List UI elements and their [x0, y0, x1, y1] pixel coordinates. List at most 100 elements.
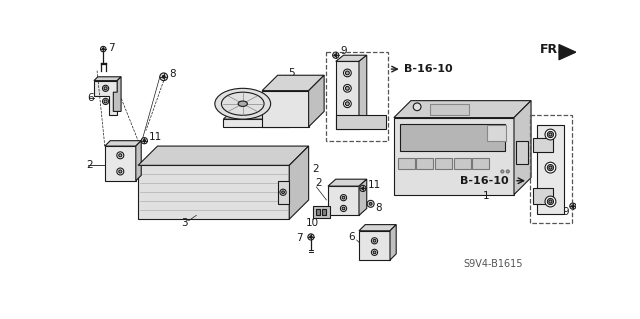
Circle shape — [547, 165, 554, 171]
Text: 5: 5 — [288, 68, 294, 78]
Bar — [400, 124, 505, 151]
Circle shape — [506, 170, 509, 173]
Text: 2: 2 — [86, 160, 93, 170]
Circle shape — [117, 168, 124, 175]
Circle shape — [160, 73, 168, 81]
Circle shape — [362, 187, 364, 189]
Text: 11: 11 — [367, 180, 381, 189]
Polygon shape — [537, 124, 564, 214]
Polygon shape — [390, 225, 396, 260]
Circle shape — [280, 189, 286, 195]
Polygon shape — [359, 179, 367, 215]
Bar — [435, 158, 452, 169]
Bar — [430, 104, 469, 115]
Text: 10: 10 — [305, 218, 319, 228]
Text: 9: 9 — [563, 207, 569, 217]
Circle shape — [373, 251, 376, 254]
Ellipse shape — [215, 88, 271, 119]
Text: FR.: FR. — [540, 43, 563, 56]
Circle shape — [371, 238, 378, 244]
Text: 4: 4 — [252, 93, 259, 103]
Polygon shape — [533, 189, 553, 204]
Polygon shape — [514, 101, 531, 195]
Polygon shape — [223, 119, 289, 127]
Polygon shape — [94, 77, 121, 81]
Circle shape — [117, 152, 124, 159]
Polygon shape — [308, 75, 324, 127]
Polygon shape — [105, 141, 141, 146]
Text: B-16-10: B-16-10 — [460, 176, 508, 186]
Circle shape — [369, 203, 372, 205]
Circle shape — [549, 133, 552, 136]
Circle shape — [346, 86, 349, 90]
Circle shape — [310, 236, 312, 238]
Bar — [326, 52, 388, 141]
Text: 6: 6 — [349, 232, 355, 242]
Circle shape — [360, 185, 366, 191]
Circle shape — [344, 100, 351, 108]
Circle shape — [549, 200, 552, 203]
Text: 7: 7 — [296, 234, 303, 243]
Bar — [397, 158, 415, 169]
Circle shape — [335, 54, 337, 56]
Text: 2: 2 — [315, 178, 321, 188]
Circle shape — [346, 102, 349, 106]
Circle shape — [100, 46, 106, 52]
Polygon shape — [113, 77, 121, 111]
Circle shape — [367, 200, 374, 207]
Circle shape — [104, 100, 107, 103]
Polygon shape — [328, 186, 359, 215]
Circle shape — [342, 207, 345, 210]
Polygon shape — [336, 55, 367, 61]
Circle shape — [143, 139, 145, 142]
Circle shape — [346, 71, 349, 75]
Text: 2: 2 — [312, 164, 319, 174]
Polygon shape — [223, 101, 308, 119]
Text: B-16-10: B-16-10 — [404, 64, 452, 74]
Circle shape — [501, 170, 504, 173]
Circle shape — [549, 166, 552, 169]
Bar — [316, 209, 320, 215]
Circle shape — [373, 239, 376, 242]
Text: 1: 1 — [483, 191, 490, 201]
Circle shape — [570, 203, 576, 209]
Circle shape — [413, 103, 421, 111]
Circle shape — [333, 52, 339, 58]
Circle shape — [141, 137, 147, 144]
Polygon shape — [394, 118, 514, 195]
Polygon shape — [138, 165, 289, 219]
Circle shape — [102, 98, 109, 105]
Circle shape — [545, 196, 556, 207]
Circle shape — [344, 69, 351, 77]
Circle shape — [344, 85, 351, 92]
Polygon shape — [289, 101, 308, 127]
Polygon shape — [359, 225, 396, 231]
Circle shape — [119, 170, 122, 173]
Circle shape — [547, 198, 554, 204]
Polygon shape — [94, 81, 117, 115]
Polygon shape — [336, 115, 386, 129]
Polygon shape — [289, 146, 308, 219]
Polygon shape — [359, 231, 390, 260]
Bar — [312, 206, 330, 219]
Circle shape — [340, 195, 347, 201]
Text: 7: 7 — [108, 43, 115, 53]
Polygon shape — [328, 179, 367, 186]
Circle shape — [547, 131, 554, 137]
Polygon shape — [336, 61, 359, 129]
Polygon shape — [138, 146, 308, 165]
Circle shape — [102, 48, 104, 50]
Polygon shape — [533, 138, 553, 152]
Text: 8: 8 — [169, 70, 176, 79]
Polygon shape — [262, 91, 308, 127]
Polygon shape — [136, 141, 141, 181]
Polygon shape — [278, 181, 289, 204]
Bar — [417, 158, 433, 169]
Bar — [472, 158, 489, 169]
Polygon shape — [359, 55, 367, 129]
Text: 9: 9 — [340, 46, 347, 56]
Circle shape — [572, 205, 574, 207]
Circle shape — [163, 75, 165, 78]
Text: 3: 3 — [180, 218, 188, 228]
Text: 6: 6 — [87, 93, 93, 103]
